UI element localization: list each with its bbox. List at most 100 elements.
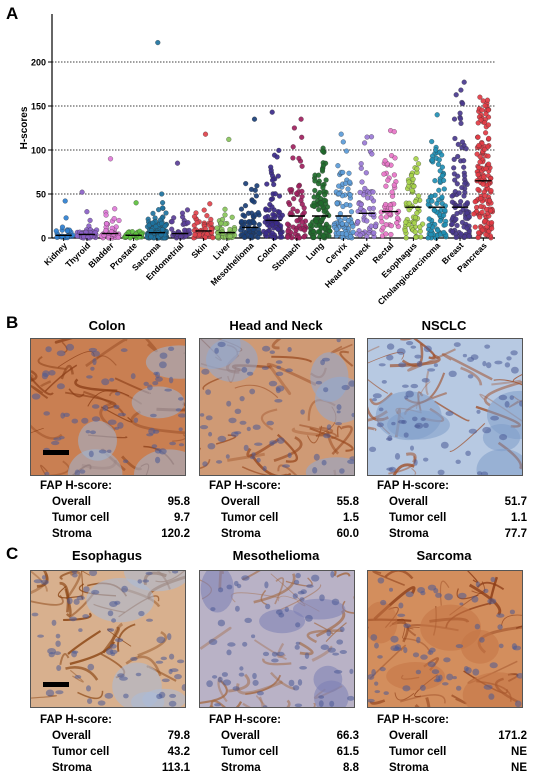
score-value: 55.8 xyxy=(336,496,359,508)
data-point xyxy=(346,170,352,176)
data-point xyxy=(298,116,304,122)
score-header: FAP H-score: xyxy=(209,480,282,492)
panel-title: Esophagus xyxy=(71,548,143,563)
data-point xyxy=(111,216,117,222)
score-row: Stroma 120.2 xyxy=(40,526,190,542)
data-point xyxy=(457,110,463,116)
score-value: 66.3 xyxy=(336,730,359,742)
data-point xyxy=(383,222,389,228)
panel-title: Mesothelioma xyxy=(232,548,320,563)
data-point xyxy=(480,181,486,187)
panel-label-c: C xyxy=(6,544,19,563)
data-point xyxy=(364,218,370,224)
panel-label-a: A xyxy=(6,4,19,23)
score-value: NE xyxy=(511,746,527,758)
data-point xyxy=(129,229,135,235)
data-point xyxy=(383,214,389,220)
data-point xyxy=(461,193,467,199)
data-point xyxy=(413,234,419,240)
data-point xyxy=(196,232,203,238)
data-point xyxy=(253,193,259,199)
score-label: Overall xyxy=(221,730,260,742)
y-tick-label: 200 xyxy=(31,58,46,68)
data-point xyxy=(150,210,156,216)
data-point xyxy=(479,107,485,113)
panel-title: Head and Neck xyxy=(229,318,323,333)
data-point xyxy=(320,163,326,169)
data-point xyxy=(249,198,255,204)
panel-title: Colon xyxy=(88,318,126,333)
data-point xyxy=(464,225,470,231)
data-point xyxy=(262,215,268,221)
score-label: Overall xyxy=(389,730,428,742)
data-point xyxy=(245,210,252,216)
data-point xyxy=(436,187,442,193)
data-point xyxy=(412,199,418,205)
data-point xyxy=(453,92,459,98)
score-row: Tumor cell 61.5 xyxy=(209,744,359,760)
score-value: 1.5 xyxy=(343,512,359,524)
data-point xyxy=(116,217,122,224)
data-point xyxy=(238,206,245,212)
data-point xyxy=(178,233,184,240)
data-point xyxy=(202,131,209,137)
data-point xyxy=(460,101,466,107)
data-point xyxy=(449,199,455,205)
data-point xyxy=(478,117,484,123)
data-point xyxy=(227,233,233,239)
data-point xyxy=(429,198,435,204)
data-point xyxy=(251,219,257,225)
data-point xyxy=(483,111,489,117)
data-point xyxy=(263,206,269,212)
data-point xyxy=(477,214,483,220)
data-point xyxy=(406,179,412,185)
data-point xyxy=(355,219,361,225)
data-point xyxy=(434,201,440,207)
score-label: Overall xyxy=(389,496,428,508)
data-point xyxy=(482,218,488,224)
data-point xyxy=(107,156,114,162)
data-point xyxy=(455,153,461,160)
data-point xyxy=(455,173,461,179)
data-point xyxy=(413,156,419,162)
data-point xyxy=(456,190,462,196)
data-point xyxy=(347,179,353,185)
data-point xyxy=(459,185,465,191)
data-point xyxy=(340,169,346,175)
data-point xyxy=(84,209,90,215)
data-point xyxy=(192,232,198,238)
data-point xyxy=(160,200,166,206)
data-point xyxy=(402,228,408,234)
data-point xyxy=(429,157,435,163)
data-point xyxy=(383,183,389,189)
score-label: Tumor cell xyxy=(52,746,110,758)
data-point xyxy=(485,107,491,113)
data-point xyxy=(287,187,293,193)
data-point xyxy=(368,223,374,229)
data-point xyxy=(275,173,281,179)
data-point xyxy=(436,157,442,163)
data-point xyxy=(464,200,470,206)
data-point xyxy=(348,233,354,240)
data-point xyxy=(463,146,469,152)
data-point xyxy=(416,193,422,199)
data-point xyxy=(426,216,432,222)
data-point xyxy=(412,229,418,235)
data-point xyxy=(79,189,85,195)
data-point xyxy=(218,220,224,226)
ihc-micrograph xyxy=(367,570,523,708)
data-point xyxy=(486,161,492,167)
score-label: Overall xyxy=(221,496,260,508)
y-axis-label: H-scores xyxy=(19,106,30,149)
data-point xyxy=(432,178,438,184)
data-point xyxy=(483,130,489,136)
score-value: 113.1 xyxy=(161,762,190,774)
score-row: Tumor cell 9.7 xyxy=(40,510,190,526)
data-point xyxy=(455,141,461,147)
data-point xyxy=(115,234,121,240)
data-point xyxy=(256,230,262,236)
data-point xyxy=(429,139,435,145)
data-point xyxy=(182,227,188,233)
data-point xyxy=(275,226,281,232)
data-point xyxy=(334,226,340,232)
